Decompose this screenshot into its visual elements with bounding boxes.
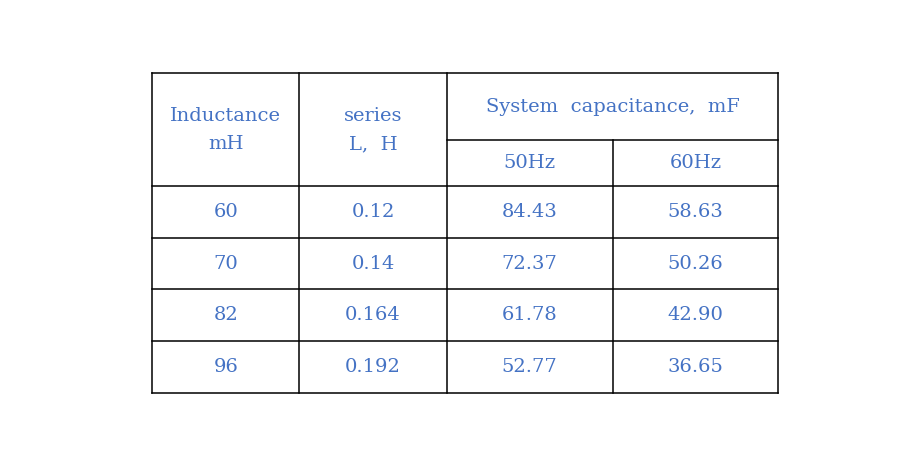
Text: 50Hz: 50Hz bbox=[503, 154, 556, 172]
Text: 72.37: 72.37 bbox=[501, 254, 558, 272]
Text: 52.77: 52.77 bbox=[502, 357, 558, 376]
Text: 61.78: 61.78 bbox=[502, 306, 558, 324]
Text: 84.43: 84.43 bbox=[501, 203, 558, 221]
Text: 0.12: 0.12 bbox=[351, 203, 395, 221]
Text: Inductance: Inductance bbox=[171, 106, 281, 124]
Text: 0.164: 0.164 bbox=[345, 306, 400, 324]
Text: 42.90: 42.90 bbox=[667, 306, 724, 324]
Text: 70: 70 bbox=[213, 254, 238, 272]
Text: L,  H: L, H bbox=[349, 135, 398, 153]
Text: 50.26: 50.26 bbox=[667, 254, 724, 272]
Text: System  capacitance,  mF: System capacitance, mF bbox=[486, 98, 739, 116]
Text: 0.14: 0.14 bbox=[351, 254, 395, 272]
Text: 58.63: 58.63 bbox=[667, 203, 724, 221]
Text: 36.65: 36.65 bbox=[667, 357, 724, 376]
Text: 0.192: 0.192 bbox=[345, 357, 401, 376]
Text: 60Hz: 60Hz bbox=[669, 154, 722, 172]
Text: 60: 60 bbox=[213, 203, 238, 221]
Text: 96: 96 bbox=[213, 357, 238, 376]
Text: 82: 82 bbox=[213, 306, 238, 324]
Text: mH: mH bbox=[208, 135, 243, 153]
Text: series: series bbox=[344, 106, 402, 124]
